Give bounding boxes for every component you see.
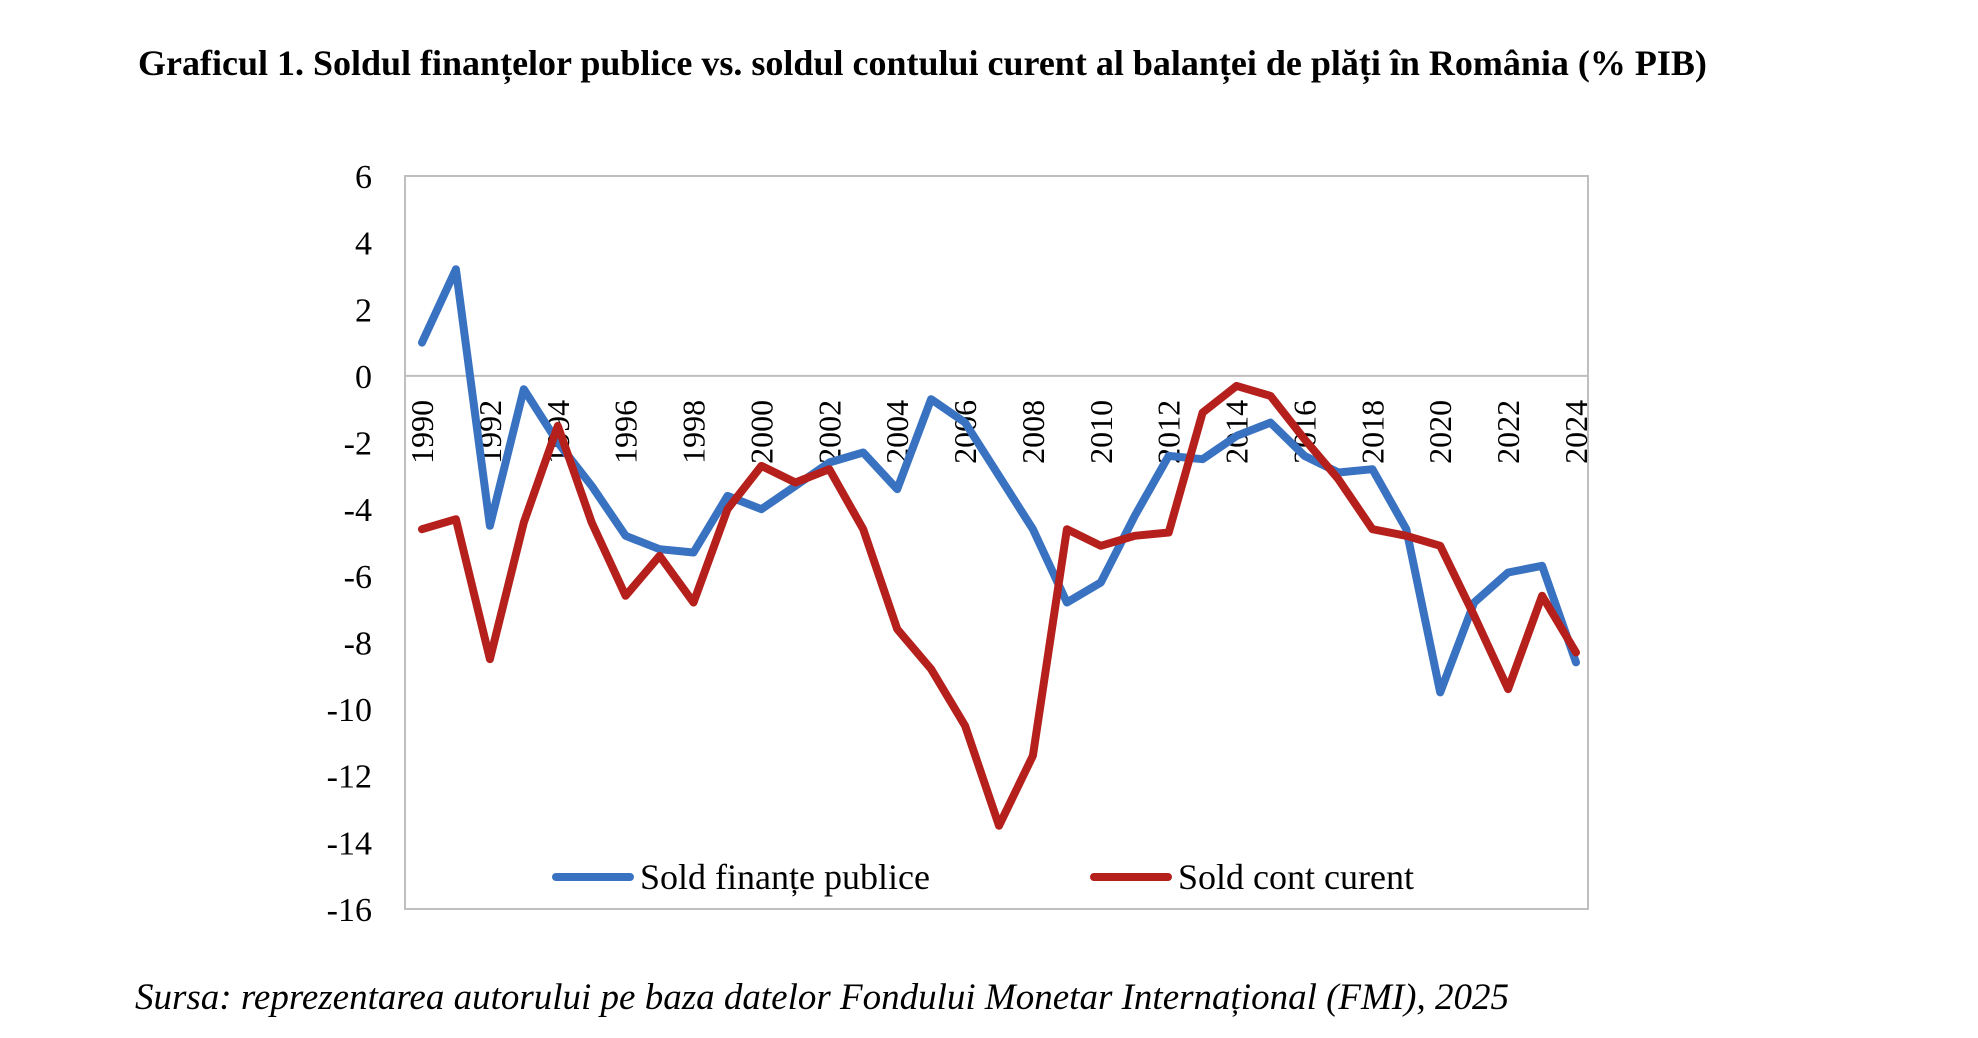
x-tick-label: 1990 xyxy=(404,400,440,464)
x-tick-label: 2008 xyxy=(1015,400,1051,464)
y-tick-label: 4 xyxy=(355,226,372,263)
legend-label-2: Sold cont curent xyxy=(1178,857,1414,897)
chart-title: Graficul 1. Soldul finanțelor publice vs… xyxy=(138,43,1707,83)
y-tick-label: 6 xyxy=(355,159,372,196)
x-tick-label: 2002 xyxy=(811,400,847,464)
y-tick-label: -8 xyxy=(344,625,372,662)
y-tick-label: -14 xyxy=(327,825,372,862)
legend-label-1: Sold finanțe publice xyxy=(640,857,930,897)
y-tick-label: 2 xyxy=(355,292,372,329)
y-tick-label: -2 xyxy=(344,426,372,463)
x-tick-label: 2000 xyxy=(743,400,779,464)
y-axis: 6 4 2 0 -2 -4 -6 -8 -10 -12 -14 -16 xyxy=(327,159,372,929)
x-tick-label: 2018 xyxy=(1354,400,1390,464)
y-tick-label: 0 xyxy=(355,359,372,396)
x-tick-label: 1998 xyxy=(676,400,712,464)
series-line-2 xyxy=(418,381,1580,830)
series-lines xyxy=(418,265,1580,830)
x-tick-label: 2022 xyxy=(1490,400,1526,464)
x-tick-label: 2020 xyxy=(1422,400,1458,464)
y-tick-label: -16 xyxy=(327,892,372,929)
y-tick-label: -6 xyxy=(344,559,372,596)
y-tick-label: -10 xyxy=(327,692,372,729)
y-tick-label: -12 xyxy=(327,759,372,796)
series-line-1 xyxy=(418,265,1580,697)
source-note: Sursa: reprezentarea autorului pe baza d… xyxy=(135,977,1509,1018)
y-tick-label: -4 xyxy=(344,492,372,529)
x-tick-label: 2024 xyxy=(1558,400,1594,464)
x-tick-label: 2010 xyxy=(1083,400,1119,464)
legend: Sold finanțe publice Sold cont curent xyxy=(552,857,1414,897)
x-tick-label: 1996 xyxy=(608,400,644,464)
